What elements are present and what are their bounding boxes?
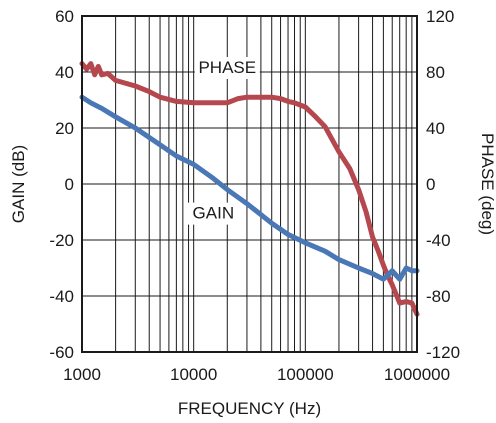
x-tick-label: 10000 <box>170 365 217 384</box>
x-axis-title: FREQUENCY (Hz) <box>178 399 321 418</box>
y-right-tick-label: 120 <box>426 7 454 26</box>
y-right-tick-label: 0 <box>426 175 435 194</box>
y-left-axis-title: GAIN (dB) <box>9 145 28 223</box>
phase-series-line <box>79 61 420 317</box>
x-tick-label: 100000 <box>277 365 334 384</box>
y-right-tick-label: -40 <box>426 231 451 250</box>
plot-frame <box>81 15 418 353</box>
y-right-tick-label: 40 <box>426 119 445 138</box>
y-left-tick-label: 60 <box>55 7 74 26</box>
annotation-backdrop <box>186 202 241 225</box>
y-right-axis-title: PHASE (deg) <box>478 133 496 235</box>
annotation-phase: PHASE <box>194 57 260 79</box>
annotation-label: PHASE <box>198 58 256 77</box>
series-layer <box>79 61 420 317</box>
annotation-gain: GAIN <box>186 202 241 225</box>
x-tick-label: 1000 <box>63 365 101 384</box>
y-right-tick-label: -80 <box>426 287 451 306</box>
y-right-tick-label: -120 <box>426 343 460 362</box>
y-left-tick-label: 40 <box>55 63 74 82</box>
annotation-label: GAIN <box>193 204 235 223</box>
y-right-tick-label: 80 <box>426 63 445 82</box>
y-left-tick-label: -60 <box>49 343 74 362</box>
y-left-tick-label: -40 <box>49 287 74 306</box>
annotation-layer: PHASE GAIN <box>186 57 260 225</box>
tick-label-layer: 1000 10000 100000 1000000 60 40 20 0 -20 -40 -60 12… <box>49 7 460 384</box>
grid-layer <box>82 16 417 352</box>
y-left-tick-label: 0 <box>65 175 74 194</box>
annotation-backdrop <box>194 57 260 79</box>
y-left-tick-label: 20 <box>55 119 74 138</box>
y-left-tick-label: -20 <box>49 231 74 250</box>
gain-series-line <box>79 94 420 282</box>
x-tick-label: 1000000 <box>384 365 450 384</box>
